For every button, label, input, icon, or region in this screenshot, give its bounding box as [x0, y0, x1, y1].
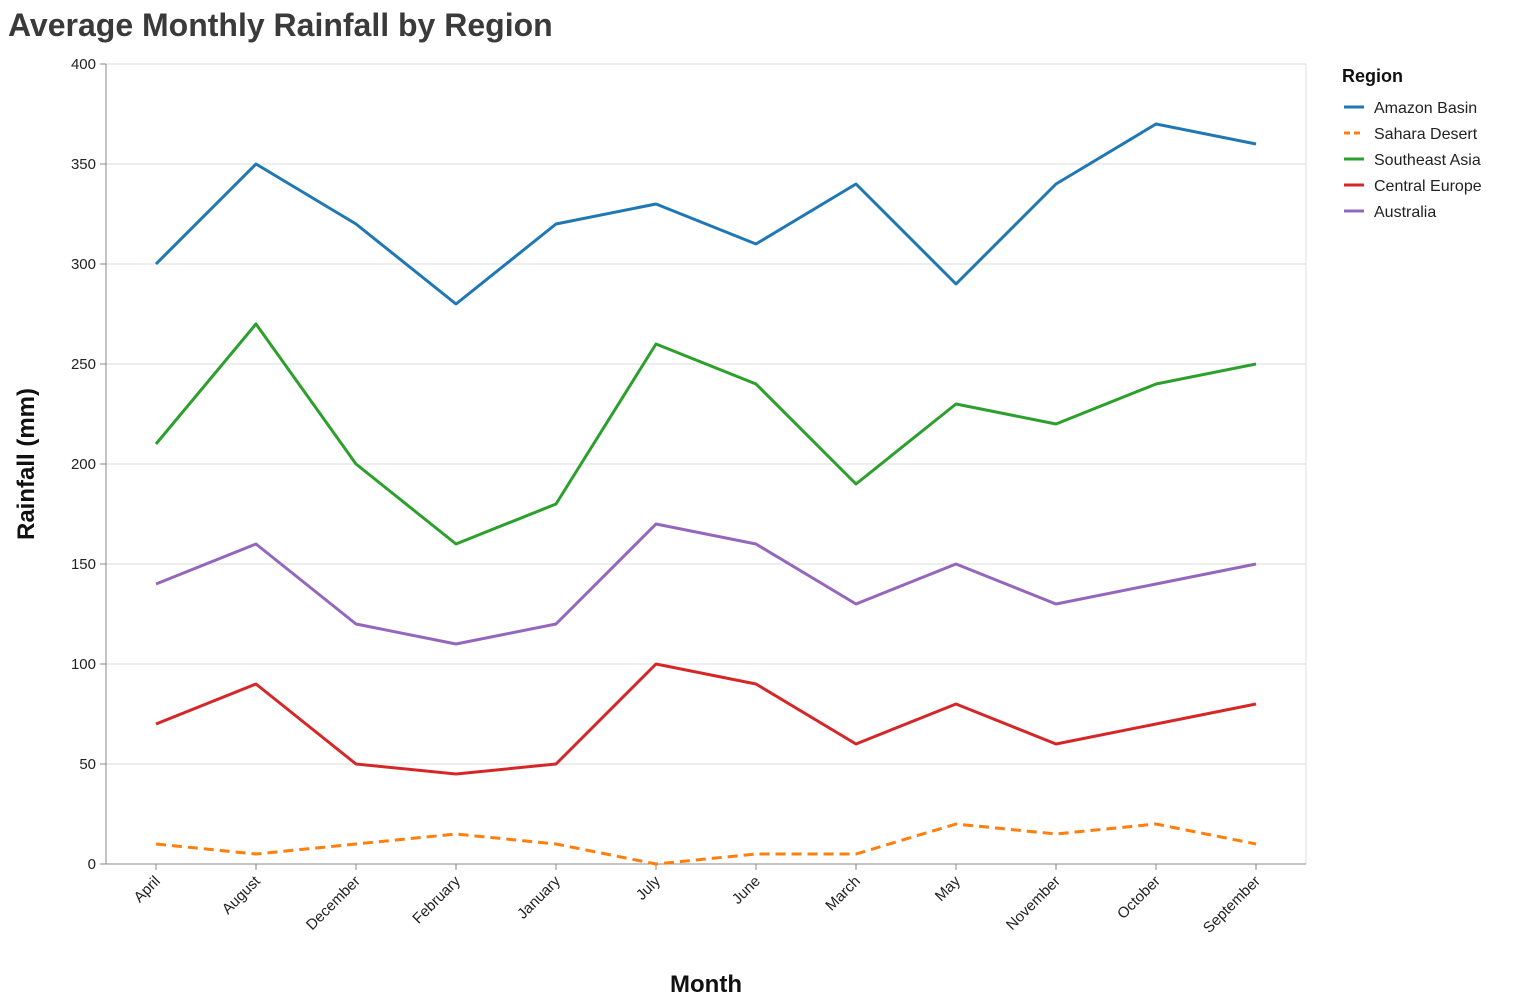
series-line-amazon-basin [154, 122, 1257, 306]
series-line-southeast-asia [154, 322, 1257, 546]
y-tick-label: 0 [88, 856, 96, 873]
x-tick-label: May [932, 872, 964, 904]
x-tick-label: February [409, 872, 464, 927]
legend-label: Australia [1374, 204, 1436, 221]
legend-label: Amazon Basin [1374, 100, 1477, 117]
x-tick-label: October [1114, 873, 1164, 923]
y-axis-title: Rainfall (mm) [13, 388, 40, 540]
legend-title: Region [1342, 66, 1403, 86]
gridlines [106, 63, 1307, 865]
x-tick-label: November [1003, 873, 1064, 934]
x-tick-label: January [514, 872, 564, 922]
series-line-sahara-desert [155, 822, 1257, 866]
y-tick-label: 50 [79, 756, 96, 773]
chart-title: Average Monthly Rainfall by Region [8, 7, 553, 43]
x-axis-title: Month [670, 971, 742, 998]
x-tick-label: June [729, 873, 764, 908]
legend-label: Sahara Desert [1374, 126, 1478, 143]
axes: 0 50 100 150 200 250 300 350 400 April August Decem… [71, 56, 1306, 937]
legend: Region Amazon Basin Sahara Desert Southeas… [1342, 66, 1482, 221]
x-tick-label: March [822, 873, 863, 914]
x-tick-label: April [131, 873, 164, 906]
series-line-australia [155, 522, 1257, 646]
x-tick-label: August [219, 872, 265, 918]
y-tick-label: 250 [71, 356, 96, 373]
x-tick-label: December [303, 873, 364, 934]
series-line-central-europe [155, 662, 1257, 776]
y-tick-label: 200 [71, 456, 96, 473]
x-tick-label: September [1200, 873, 1264, 937]
series-lines [154, 122, 1257, 866]
y-tick-label: 300 [71, 256, 96, 273]
y-tick-label: 100 [71, 656, 96, 673]
y-tick-label: 150 [71, 556, 96, 573]
legend-label: Southeast Asia [1374, 152, 1481, 169]
x-tick-label: July [633, 872, 664, 903]
legend-label: Central Europe [1374, 178, 1482, 195]
y-tick-label: 350 [71, 156, 96, 173]
y-tick-label: 400 [71, 56, 96, 73]
